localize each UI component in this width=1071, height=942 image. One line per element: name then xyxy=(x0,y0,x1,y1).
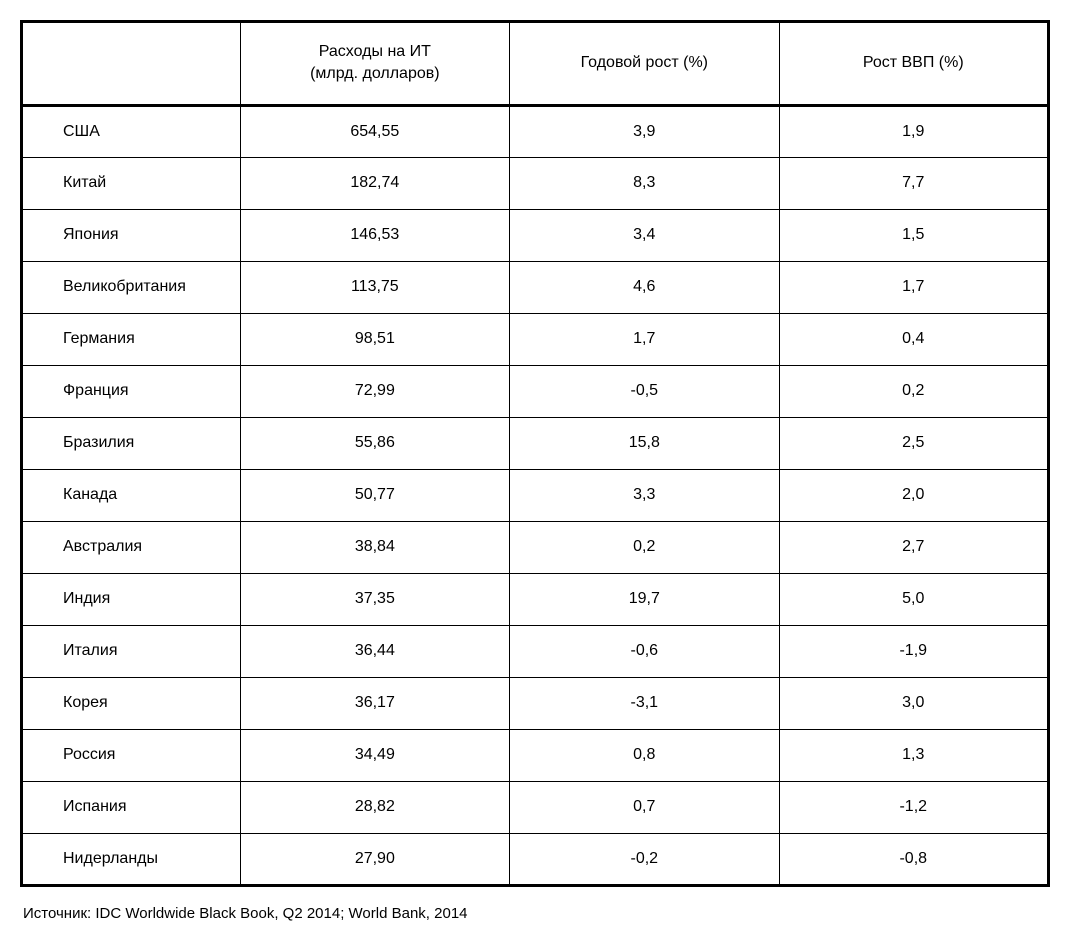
cell-it-spend: 37,35 xyxy=(240,573,509,625)
cell-it-spend: 98,51 xyxy=(240,313,509,365)
cell-annual-growth: 3,3 xyxy=(510,469,779,521)
cell-annual-growth: 3,9 xyxy=(510,105,779,157)
header-country xyxy=(22,22,241,106)
table-header-row: Расходы на ИТ (млрд. долларов) Годовой р… xyxy=(22,22,1049,106)
table-row: Бразилия55,8615,82,5 xyxy=(22,417,1049,469)
cell-annual-growth: 19,7 xyxy=(510,573,779,625)
cell-it-spend: 34,49 xyxy=(240,729,509,781)
it-spending-table: Расходы на ИТ (млрд. долларов) Годовой р… xyxy=(20,20,1050,887)
cell-gdp-growth: 1,3 xyxy=(779,729,1048,781)
cell-it-spend: 654,55 xyxy=(240,105,509,157)
cell-annual-growth: 1,7 xyxy=(510,313,779,365)
cell-gdp-growth: 0,4 xyxy=(779,313,1048,365)
table-row: Россия34,490,81,3 xyxy=(22,729,1049,781)
table-row: Нидерланды27,90-0,2-0,8 xyxy=(22,833,1049,885)
cell-annual-growth: 8,3 xyxy=(510,157,779,209)
cell-country: Бразилия xyxy=(22,417,241,469)
table-row: Корея36,17-3,13,0 xyxy=(22,677,1049,729)
cell-country: Франция xyxy=(22,365,241,417)
cell-annual-growth: 3,4 xyxy=(510,209,779,261)
cell-country: Великобритания xyxy=(22,261,241,313)
cell-it-spend: 72,99 xyxy=(240,365,509,417)
cell-country: Корея xyxy=(22,677,241,729)
table-row: Франция72,99-0,50,2 xyxy=(22,365,1049,417)
table-row: Канада50,773,32,0 xyxy=(22,469,1049,521)
cell-it-spend: 28,82 xyxy=(240,781,509,833)
cell-country: Япония xyxy=(22,209,241,261)
cell-gdp-growth: 7,7 xyxy=(779,157,1048,209)
cell-annual-growth: 15,8 xyxy=(510,417,779,469)
cell-it-spend: 36,44 xyxy=(240,625,509,677)
table-row: Германия98,511,70,4 xyxy=(22,313,1049,365)
cell-country: Китай xyxy=(22,157,241,209)
cell-it-spend: 182,74 xyxy=(240,157,509,209)
cell-annual-growth: 4,6 xyxy=(510,261,779,313)
cell-annual-growth: -0,6 xyxy=(510,625,779,677)
cell-gdp-growth: -1,9 xyxy=(779,625,1048,677)
header-it-spend: Расходы на ИТ (млрд. долларов) xyxy=(240,22,509,106)
table-row: Великобритания113,754,61,7 xyxy=(22,261,1049,313)
table-body: США654,553,91,9Китай182,748,37,7Япония14… xyxy=(22,105,1049,885)
cell-gdp-growth: 1,7 xyxy=(779,261,1048,313)
cell-gdp-growth: 2,0 xyxy=(779,469,1048,521)
cell-annual-growth: -3,1 xyxy=(510,677,779,729)
cell-country: Индия xyxy=(22,573,241,625)
cell-it-spend: 50,77 xyxy=(240,469,509,521)
cell-gdp-growth: 5,0 xyxy=(779,573,1048,625)
table-row: США654,553,91,9 xyxy=(22,105,1049,157)
cell-country: Германия xyxy=(22,313,241,365)
table-row: Китай182,748,37,7 xyxy=(22,157,1049,209)
table-row: Испания28,820,7-1,2 xyxy=(22,781,1049,833)
table-row: Австралия38,840,22,7 xyxy=(22,521,1049,573)
cell-annual-growth: -0,2 xyxy=(510,833,779,885)
cell-it-spend: 27,90 xyxy=(240,833,509,885)
cell-gdp-growth: 2,5 xyxy=(779,417,1048,469)
table-row: Япония146,533,41,5 xyxy=(22,209,1049,261)
cell-it-spend: 113,75 xyxy=(240,261,509,313)
cell-country: Испания xyxy=(22,781,241,833)
cell-gdp-growth: 1,5 xyxy=(779,209,1048,261)
cell-annual-growth: 0,2 xyxy=(510,521,779,573)
header-gdp-growth: Рост ВВП (%) xyxy=(779,22,1048,106)
table-row: Италия36,44-0,6-1,9 xyxy=(22,625,1049,677)
cell-it-spend: 55,86 xyxy=(240,417,509,469)
cell-it-spend: 146,53 xyxy=(240,209,509,261)
cell-it-spend: 36,17 xyxy=(240,677,509,729)
cell-gdp-growth: 0,2 xyxy=(779,365,1048,417)
source-citation: Источник: IDC Worldwide Black Book, Q2 2… xyxy=(20,905,1051,922)
cell-country: Нидерланды xyxy=(22,833,241,885)
cell-gdp-growth: 1,9 xyxy=(779,105,1048,157)
cell-gdp-growth: -1,2 xyxy=(779,781,1048,833)
cell-annual-growth: 0,8 xyxy=(510,729,779,781)
cell-gdp-growth: 3,0 xyxy=(779,677,1048,729)
cell-country: Канада xyxy=(22,469,241,521)
cell-country: Россия xyxy=(22,729,241,781)
table-row: Индия37,3519,75,0 xyxy=(22,573,1049,625)
cell-annual-growth: -0,5 xyxy=(510,365,779,417)
header-annual-growth: Годовой рост (%) xyxy=(510,22,779,106)
cell-gdp-growth: 2,7 xyxy=(779,521,1048,573)
cell-annual-growth: 0,7 xyxy=(510,781,779,833)
cell-it-spend: 38,84 xyxy=(240,521,509,573)
cell-country: Австралия xyxy=(22,521,241,573)
cell-country: Италия xyxy=(22,625,241,677)
cell-country: США xyxy=(22,105,241,157)
cell-gdp-growth: -0,8 xyxy=(779,833,1048,885)
